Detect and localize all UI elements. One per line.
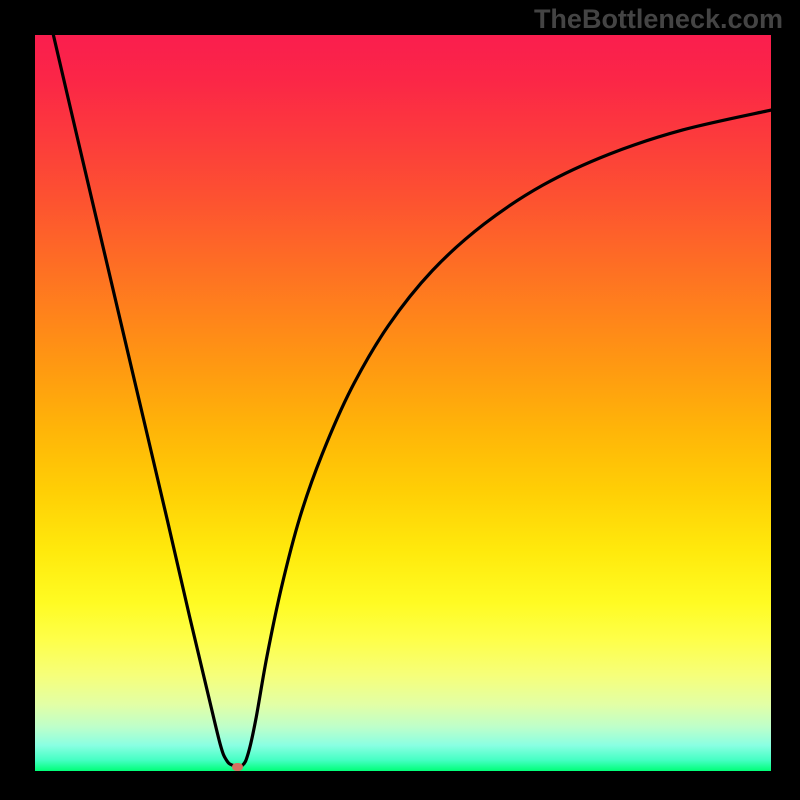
bottleneck-curve bbox=[53, 35, 771, 766]
bottleneck-curve-svg bbox=[35, 35, 771, 771]
bottleneck-chart-plot bbox=[35, 35, 771, 771]
optimal-point-marker bbox=[232, 763, 244, 771]
watermark-text: TheBottleneck.com bbox=[534, 4, 783, 35]
